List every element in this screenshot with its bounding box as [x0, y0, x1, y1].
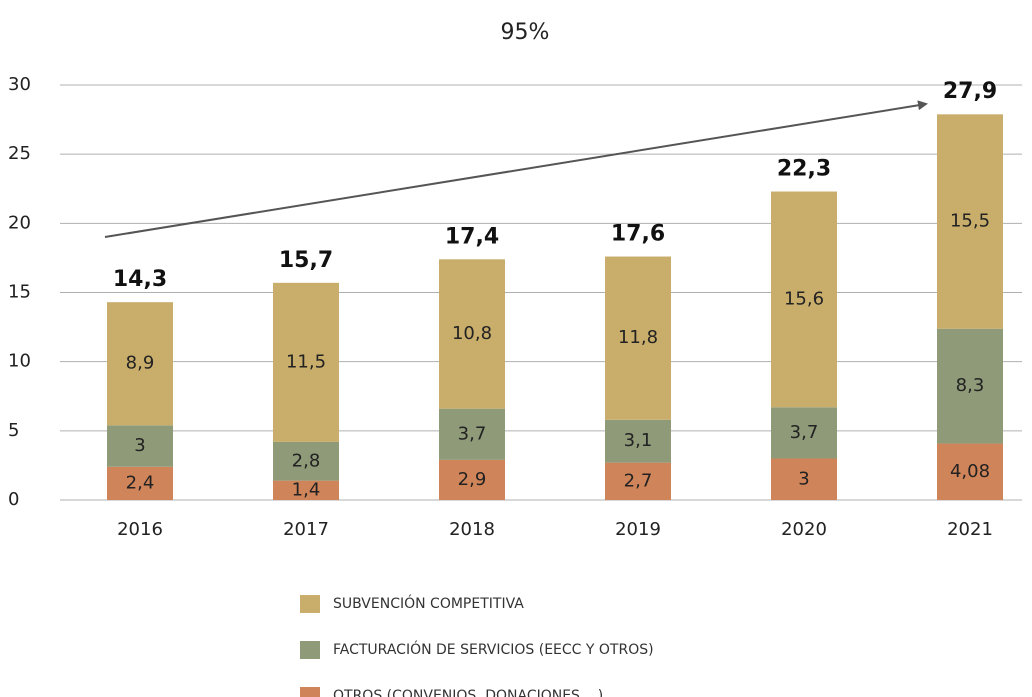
bar-segment [439, 459, 505, 500]
total-label: 27,9 [943, 79, 997, 104]
y-tick-label: 5 [8, 420, 19, 441]
bar-segment [937, 443, 1003, 500]
legend-swatch [300, 687, 320, 697]
total-label: 15,7 [279, 248, 333, 273]
value-label: 11,5 [286, 351, 326, 372]
legend-label: SUBVENCIÓN COMPETITIVA [333, 594, 524, 612]
value-label: 3,1 [624, 430, 653, 451]
y-tick-label: 25 [8, 143, 31, 164]
x-tick-label: 2016 [117, 519, 163, 540]
bar-segment [273, 282, 339, 442]
value-label: 1,4 [292, 479, 321, 500]
value-label: 3,7 [790, 422, 819, 443]
value-label: 11,8 [618, 327, 658, 348]
value-label: 3 [798, 468, 809, 489]
bar-segment [107, 466, 173, 500]
y-tick-label: 30 [8, 74, 31, 95]
x-tick-label: 2017 [283, 519, 329, 540]
value-label: 15,5 [950, 211, 990, 232]
value-label: 2,4 [126, 472, 155, 493]
bar-segment [605, 419, 671, 463]
trend-arrow [104, 100, 928, 238]
y-tick-label: 10 [8, 351, 31, 372]
value-label: 2,8 [292, 450, 321, 471]
bar-segment [771, 191, 837, 408]
legend-swatch [300, 641, 320, 659]
bar-segment [107, 302, 173, 426]
y-tick-label: 20 [8, 212, 31, 233]
bar-segment [273, 441, 339, 481]
bar-segment [937, 114, 1003, 329]
x-tick-label: 2019 [615, 519, 661, 540]
y-tick-label: 15 [8, 282, 31, 303]
value-label: 8,9 [126, 353, 155, 374]
x-tick-label: 2018 [449, 519, 495, 540]
bar-segment [605, 462, 671, 500]
bar-segment [439, 408, 505, 460]
bar-segment [439, 259, 505, 409]
legend-label: OTROS (CONVENIOS, DONACIONES,...) [333, 688, 603, 697]
total-label: 14,3 [113, 267, 167, 292]
y-tick-label: 0 [8, 489, 19, 510]
total-label: 22,3 [777, 157, 831, 182]
bar-segment [605, 256, 671, 420]
bar-segment [273, 480, 339, 500]
value-label: 4,08 [950, 461, 990, 482]
bar-segment [937, 328, 1003, 444]
value-label: 8,3 [956, 375, 985, 396]
bar-segment [107, 425, 173, 467]
value-label: 2,9 [458, 469, 487, 490]
value-label: 15,6 [784, 288, 824, 309]
total-label: 17,4 [445, 224, 499, 249]
chart-title: 95% [501, 20, 550, 45]
value-label: 3,7 [458, 423, 487, 444]
legend-label: FACTURACIÓN DE SERVICIOS (EECC Y OTROS) [333, 640, 654, 658]
value-label: 10,8 [452, 323, 492, 344]
value-label: 2,7 [624, 470, 653, 491]
total-label: 17,6 [611, 222, 665, 247]
x-tick-label: 2021 [947, 519, 993, 540]
x-tick-label: 2020 [781, 519, 827, 540]
value-label: 3 [134, 435, 145, 456]
bar-segment [771, 458, 837, 500]
legend-swatch [300, 595, 320, 613]
bar-segment [771, 407, 837, 459]
